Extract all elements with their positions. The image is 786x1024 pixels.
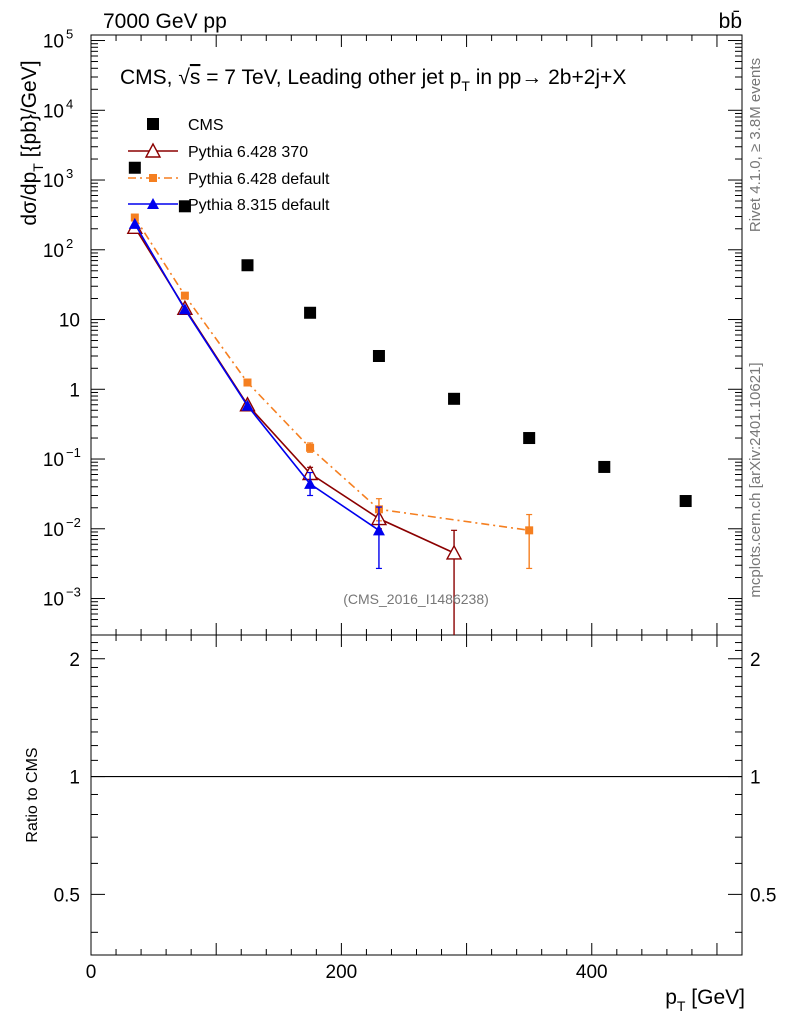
series-layer: [126, 161, 692, 635]
legend-label: Pythia 8.315 default: [188, 197, 330, 214]
series-pythia-6-428-370: [126, 218, 463, 635]
x-axis-label: pT [GeV]: [665, 986, 745, 1014]
data-point: [178, 303, 191, 315]
data-point: [679, 495, 692, 508]
y-tick-label: 1: [69, 380, 80, 401]
series-line-pythia-8-315-default: [134, 223, 380, 531]
x-tick-label: 400: [576, 962, 608, 983]
y-tick-exponent: −3: [66, 585, 81, 600]
x-tick-label: 200: [326, 962, 358, 983]
y-tick-label: 10: [43, 101, 64, 122]
y-tick-label: 10: [43, 450, 64, 471]
process-label: bb̄: [719, 10, 742, 33]
y-axis-label: dσ/dpT [{pb}/GeV]: [18, 60, 46, 225]
series-pythia-8-315-default: [128, 217, 385, 570]
data-point: [525, 526, 534, 535]
legend-marker: [147, 118, 159, 130]
legend-marker: [149, 174, 157, 182]
legend-label: Pythia 6.428 default: [188, 171, 330, 188]
data-point: [128, 161, 141, 174]
y-tick-label: 10: [43, 241, 64, 262]
mcplots-label: mcplots.cern.ch [arXiv:2401.10621]: [747, 362, 764, 597]
ratio-tick-label-left: 2: [69, 650, 80, 671]
data-point: [241, 399, 254, 411]
y-tick-exponent: 4: [66, 96, 73, 111]
ratio-tick-label-right: 1: [750, 768, 761, 789]
y-tick-exponent: 2: [66, 236, 73, 251]
ratio-tick-label-left: 1: [69, 768, 80, 789]
y-tick-exponent: 3: [66, 166, 73, 181]
series-pythia-6-428-default: [130, 213, 534, 570]
y-tick-exponent: 5: [66, 27, 73, 42]
ratio-tick-label-right: 0.5: [750, 885, 776, 906]
y-tick-label: 10: [59, 311, 80, 332]
data-point: [128, 217, 141, 229]
legend-label: CMS: [188, 117, 224, 134]
ratio-tick-label-left: 0.5: [54, 885, 80, 906]
x-tick-label: 0: [86, 962, 97, 983]
series-cms: [128, 161, 692, 508]
legend: CMS Pythia 6.428 370 Pythia 6.428 default P…: [128, 117, 330, 214]
data-point: [372, 349, 385, 362]
ratio-y-axis-label: Ratio to CMS: [24, 747, 41, 842]
analysis-watermark: (CMS_2016_I1486238): [343, 591, 489, 607]
y-tick-label: 10: [43, 590, 64, 611]
data-point: [130, 213, 139, 222]
y-tick-exponent: −2: [66, 515, 81, 530]
series-line-pythia-6-428-default: [134, 217, 530, 532]
series-line-pythia-6-428-370: [134, 226, 455, 554]
data-point: [180, 291, 189, 300]
data-point: [304, 477, 317, 489]
data-point: [243, 378, 252, 387]
legend-label: Pythia 6.428 370: [188, 144, 308, 161]
data-point: [372, 524, 385, 536]
data-point: [304, 306, 317, 319]
data-point: [448, 392, 461, 405]
data-point: [306, 443, 315, 452]
y-tick-label: 10: [43, 32, 64, 53]
ratio-layer: 0.5 0.5 1 1 2 2: [54, 634, 776, 933]
data-point: [523, 432, 536, 445]
data-point: [241, 259, 254, 272]
legend-marker: [147, 198, 159, 209]
energy-label: 7000 GeV pp: [103, 10, 227, 33]
data-point: [178, 200, 191, 213]
y-tick-exponent: −1: [66, 445, 81, 460]
plot-title: CMS, √s = 7 TeV, Leading other jet pT in…: [120, 66, 626, 94]
rivet-label: Rivet 4.1.0, ≥ 3.8M events: [747, 58, 764, 232]
data-point: [598, 460, 611, 473]
y-tick-label: 10: [43, 520, 64, 541]
legend-marker: [144, 142, 162, 158]
data-point: [445, 544, 463, 560]
ratio-tick-label-right: 2: [750, 650, 761, 671]
ratio-plot-frame: [90, 634, 743, 956]
y-tick-label: 10: [43, 171, 64, 192]
